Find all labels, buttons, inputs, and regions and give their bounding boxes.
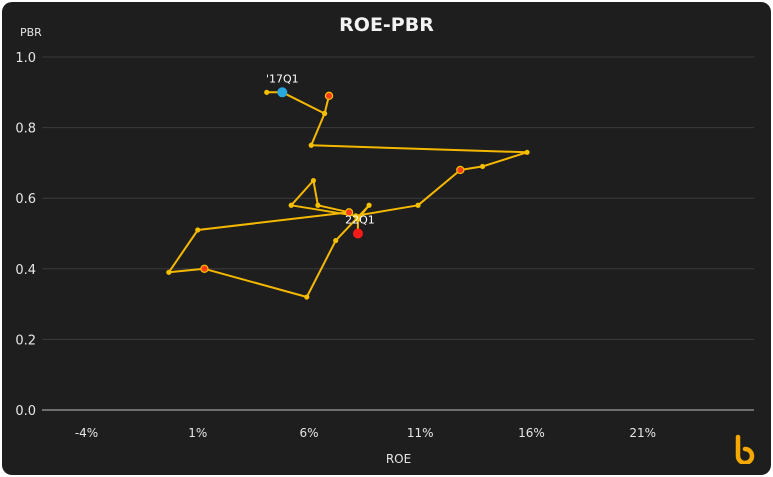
data-point: [288, 202, 294, 208]
series-line: [167, 91, 528, 298]
chart-title: ROE-PBR: [339, 14, 434, 36]
y-tick-label: 0.8: [15, 122, 36, 137]
data-point: [308, 142, 314, 148]
data-point: [166, 269, 172, 275]
y-tick-label: 0.6: [15, 192, 36, 207]
end-label: 22Q1: [345, 214, 375, 227]
x-tick-label: -4%: [75, 426, 98, 440]
highlight-point: [324, 91, 334, 101]
x-axis-label: ROE: [385, 452, 412, 466]
data-point: [524, 149, 530, 155]
x-tick-label: 11%: [407, 426, 434, 440]
y-tick-label: 0.4: [15, 263, 36, 278]
data-point: [415, 202, 421, 208]
y-tick-label: 0.0: [15, 404, 36, 419]
data-point: [333, 237, 339, 244]
data-point: [366, 202, 372, 208]
y-tick-label: 1.0: [15, 51, 36, 66]
start-point: [277, 87, 288, 98]
data-point: [479, 163, 486, 170]
data-point: [195, 227, 201, 233]
x-tick-label: 6%: [299, 426, 318, 440]
data-point: [264, 89, 270, 95]
brand-logo-icon: [735, 434, 755, 464]
data-point: [304, 294, 310, 300]
data-point: [315, 202, 321, 208]
end-point: [352, 228, 363, 239]
x-tick-label: 1%: [188, 426, 207, 440]
x-tick-label: 16%: [518, 426, 545, 440]
highlight-point: [200, 264, 209, 273]
data-point: [321, 110, 328, 117]
data-point: [310, 177, 317, 184]
y-tick-label: 0.2: [15, 333, 36, 348]
y-axis-label: PBR: [20, 26, 42, 39]
start-label: '17Q1: [266, 72, 299, 85]
x-tick-label: 21%: [629, 426, 656, 440]
highlight-point: [344, 208, 354, 217]
data-point: [355, 216, 361, 222]
highlight-point: [456, 165, 465, 175]
